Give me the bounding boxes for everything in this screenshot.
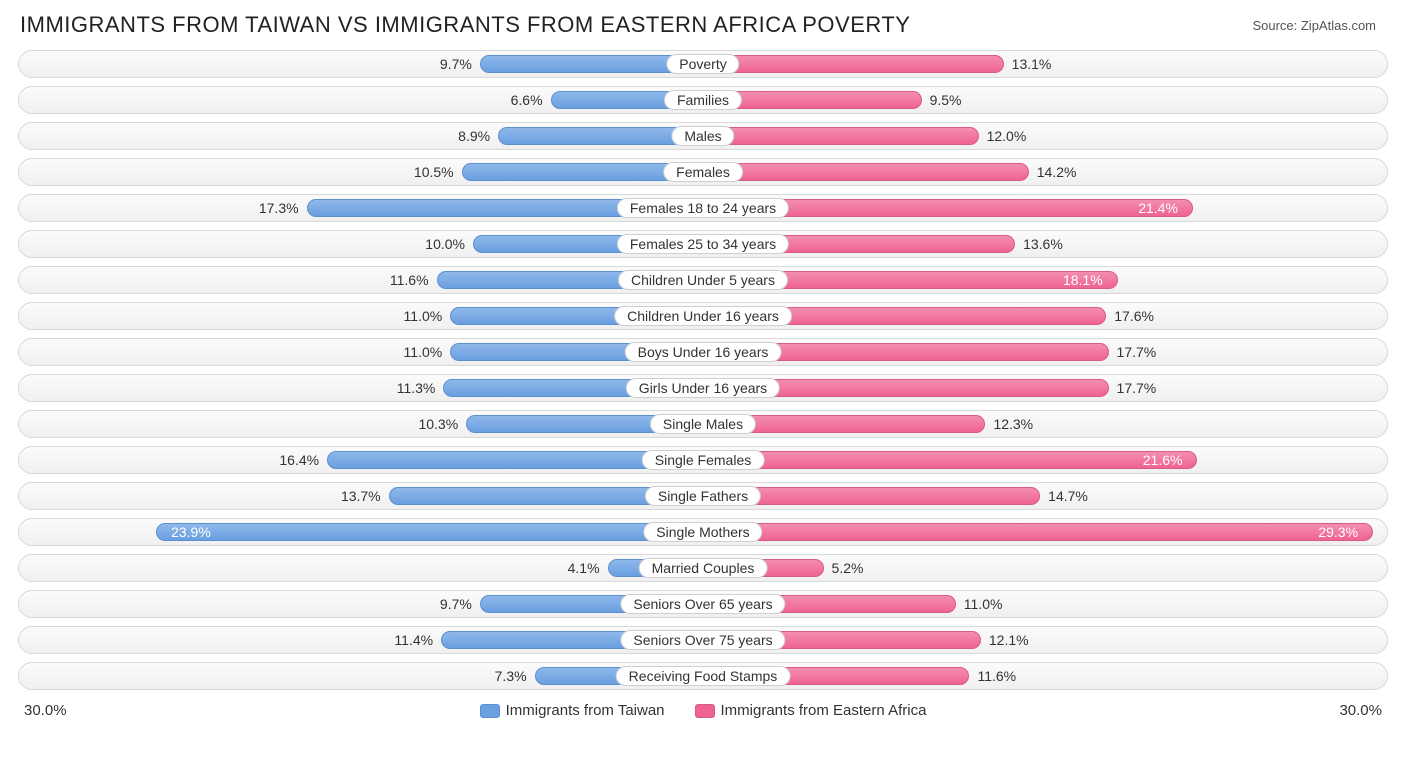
right-value: 14.2% bbox=[1031, 164, 1083, 180]
category-label: Females bbox=[663, 162, 743, 182]
category-label: Females 25 to 34 years bbox=[617, 234, 789, 254]
right-value: 29.3% bbox=[1312, 524, 1364, 540]
category-label: Families bbox=[664, 90, 742, 110]
category-label: Single Fathers bbox=[645, 486, 761, 506]
axis-max-left: 30.0% bbox=[24, 702, 67, 719]
right-value: 21.6% bbox=[1137, 452, 1189, 468]
right-value: 11.6% bbox=[971, 668, 1022, 684]
left-value: 4.1% bbox=[562, 560, 606, 576]
right-bar: 21.6% bbox=[705, 451, 1197, 469]
left-value: 10.3% bbox=[412, 416, 464, 432]
chart-row: 17.3% 21.4% Females 18 to 24 years bbox=[18, 194, 1388, 222]
category-label: Girls Under 16 years bbox=[626, 378, 780, 398]
chart-row: 11.3% 17.7% Girls Under 16 years bbox=[18, 374, 1388, 402]
left-value: 10.0% bbox=[419, 236, 471, 252]
category-label: Single Males bbox=[650, 414, 756, 434]
right-value: 12.0% bbox=[981, 128, 1033, 144]
right-value: 12.3% bbox=[987, 416, 1039, 432]
right-value: 21.4% bbox=[1132, 200, 1184, 216]
axis-max-right: 30.0% bbox=[1339, 702, 1382, 719]
left-value: 11.4% bbox=[388, 632, 439, 648]
legend-swatch-blue bbox=[480, 704, 500, 718]
legend-right: Immigrants from Eastern Africa bbox=[695, 702, 927, 719]
legend-right-label: Immigrants from Eastern Africa bbox=[721, 702, 927, 719]
left-value: 11.3% bbox=[391, 380, 442, 396]
category-label: Married Couples bbox=[639, 558, 768, 578]
chart-title: IMMIGRANTS FROM TAIWAN VS IMMIGRANTS FRO… bbox=[20, 12, 910, 38]
left-value: 13.7% bbox=[335, 488, 387, 504]
right-value: 17.6% bbox=[1108, 308, 1160, 324]
right-bar bbox=[705, 55, 1004, 73]
left-value: 11.0% bbox=[398, 344, 449, 360]
chart-row: 10.5% 14.2% Females bbox=[18, 158, 1388, 186]
chart-row: 9.7% 13.1% Poverty bbox=[18, 50, 1388, 78]
left-value: 8.9% bbox=[452, 128, 496, 144]
category-label: Receiving Food Stamps bbox=[616, 666, 791, 686]
chart-row: 11.0% 17.6% Children Under 16 years bbox=[18, 302, 1388, 330]
chart-row: 4.1% 5.2% Married Couples bbox=[18, 554, 1388, 582]
left-value: 11.0% bbox=[398, 308, 449, 324]
right-value: 13.6% bbox=[1017, 236, 1069, 252]
chart-row: 11.0% 17.7% Boys Under 16 years bbox=[18, 338, 1388, 366]
legend-swatch-pink bbox=[695, 704, 715, 718]
left-value: 11.6% bbox=[384, 272, 435, 288]
category-label: Single Females bbox=[642, 450, 765, 470]
category-label: Children Under 16 years bbox=[614, 306, 792, 326]
left-value: 9.7% bbox=[434, 596, 478, 612]
category-label: Single Mothers bbox=[643, 522, 762, 542]
left-value: 7.3% bbox=[489, 668, 533, 684]
right-value: 5.2% bbox=[826, 560, 870, 576]
left-value: 10.5% bbox=[408, 164, 460, 180]
left-value: 16.4% bbox=[273, 452, 325, 468]
chart-row: 13.7% 14.7% Single Fathers bbox=[18, 482, 1388, 510]
chart-row: 10.3% 12.3% Single Males bbox=[18, 410, 1388, 438]
right-value: 14.7% bbox=[1042, 488, 1094, 504]
chart-row: 6.6% 9.5% Families bbox=[18, 86, 1388, 114]
right-bar bbox=[705, 127, 979, 145]
diverging-bar-chart: 9.7% 13.1% Poverty 6.6% 9.5% Families 8.9% 12.0… bbox=[0, 46, 1406, 690]
right-value: 17.7% bbox=[1111, 380, 1163, 396]
right-value: 9.5% bbox=[924, 92, 968, 108]
legend-left: Immigrants from Taiwan bbox=[480, 702, 665, 719]
category-label: Seniors Over 65 years bbox=[620, 594, 785, 614]
chart-row: 8.9% 12.0% Males bbox=[18, 122, 1388, 150]
legend-left-label: Immigrants from Taiwan bbox=[506, 702, 665, 719]
left-value: 6.6% bbox=[505, 92, 549, 108]
chart-row: 16.4% 21.6% Single Females bbox=[18, 446, 1388, 474]
source-label: Source: ZipAtlas.com bbox=[1252, 12, 1376, 33]
left-bar: 23.9% bbox=[156, 523, 701, 541]
right-bar bbox=[705, 163, 1029, 181]
chart-row: 9.7% 11.0% Seniors Over 65 years bbox=[18, 590, 1388, 618]
right-value: 12.1% bbox=[983, 632, 1035, 648]
right-bar: 29.3% bbox=[705, 523, 1373, 541]
right-value: 11.0% bbox=[958, 596, 1009, 612]
left-value: 9.7% bbox=[434, 56, 478, 72]
category-label: Seniors Over 75 years bbox=[620, 630, 785, 650]
chart-row: 11.4% 12.1% Seniors Over 75 years bbox=[18, 626, 1388, 654]
category-label: Children Under 5 years bbox=[618, 270, 788, 290]
chart-row: 23.9% 29.3% Single Mothers bbox=[18, 518, 1388, 546]
left-value: 17.3% bbox=[253, 200, 305, 216]
category-label: Males bbox=[671, 126, 734, 146]
chart-row: 7.3% 11.6% Receiving Food Stamps bbox=[18, 662, 1388, 690]
chart-row: 11.6% 18.1% Children Under 5 years bbox=[18, 266, 1388, 294]
left-value: 23.9% bbox=[165, 524, 217, 540]
category-label: Boys Under 16 years bbox=[625, 342, 782, 362]
chart-row: 10.0% 13.6% Females 25 to 34 years bbox=[18, 230, 1388, 258]
category-label: Poverty bbox=[666, 54, 739, 74]
right-value: 13.1% bbox=[1006, 56, 1058, 72]
right-value: 17.7% bbox=[1111, 344, 1163, 360]
right-value: 18.1% bbox=[1057, 272, 1109, 288]
category-label: Females 18 to 24 years bbox=[617, 198, 789, 218]
chart-footer: 30.0% Immigrants from Taiwan Immigrants … bbox=[0, 698, 1406, 719]
